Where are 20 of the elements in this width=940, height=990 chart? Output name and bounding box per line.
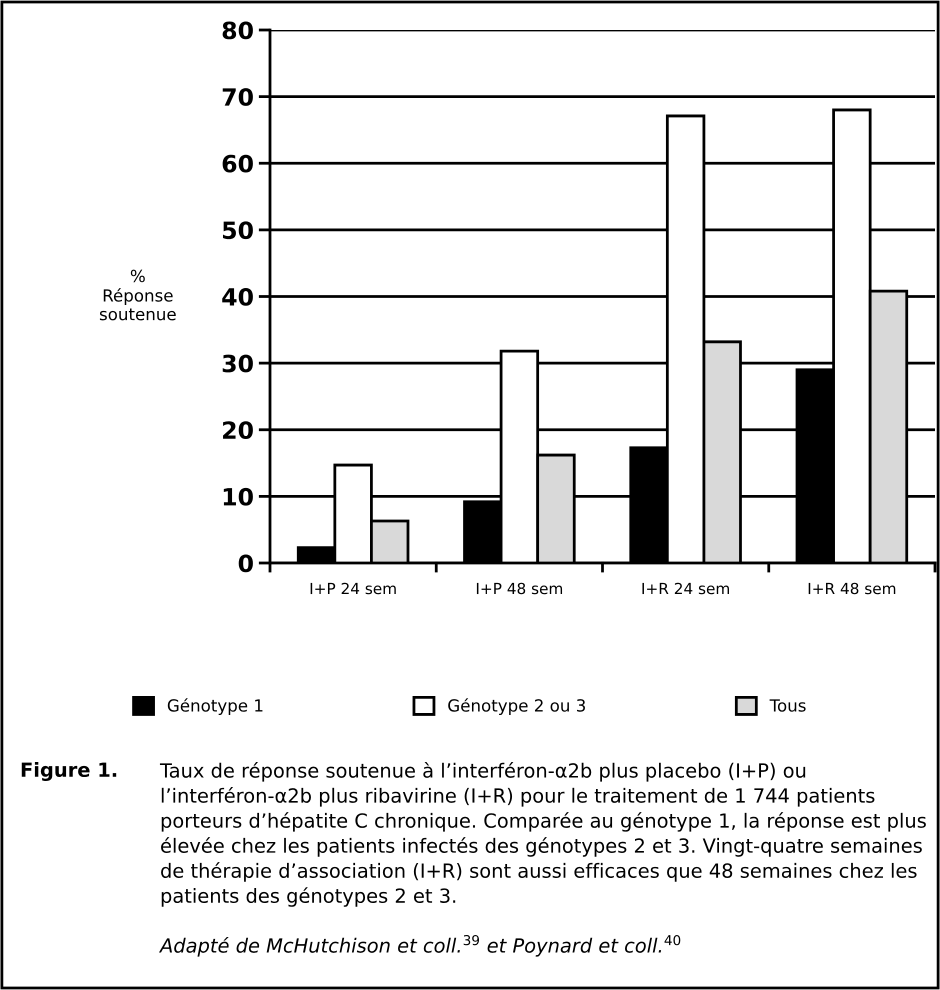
y-tick-label: 50 xyxy=(222,221,253,240)
y-tick-label: 60 xyxy=(222,154,253,173)
caption: Figure 1. xyxy=(22,762,116,781)
x-tick-label: I+P 24 sem xyxy=(310,582,396,594)
y-axis-title: % Réponse soutenue xyxy=(100,270,176,320)
legend-label: Tous xyxy=(770,699,806,712)
y-tick-label: 70 xyxy=(222,88,253,106)
y-tick-label: 40 xyxy=(222,288,253,306)
legend-label: Génotype 1 xyxy=(168,698,262,715)
x-tick-label: I+R 24 sem xyxy=(642,582,729,594)
y-tick-label: 10 xyxy=(224,488,253,506)
legend-label: Génotype 2 ou 3 xyxy=(448,698,585,715)
y-tick-label: 0 xyxy=(238,554,253,572)
x-tick-label: I+P 48 sem xyxy=(476,582,562,594)
text: Adapté de McHutchison et coll.$^{39}$ et Poynard et coll.$^{40}$ xyxy=(158,935,680,957)
y-tick-label: 20 xyxy=(223,421,253,440)
y-tick-label: 80 xyxy=(222,21,253,40)
text: Taux de réponse soutenue à l’interféron-α2b plus placebo (I+P) ou l’interféron-α2b plus ribavirine (I+R) pour le traitement de 1 744 patients porteurs d’hépatite C chronique. Comparée au génotype 1, la réponse est plus élevée chez les patients infectés des génotypes 2 et 3. Vingt-quatre semaines de thérapie d’association (I+R) sont aussi efficaces que 48 semaines chez les patients des génotypes 2 et 3. xyxy=(160,762,926,907)
y-tick-label: 30 xyxy=(222,354,253,372)
x-tick-label: I+R 48 sem xyxy=(808,582,896,594)
